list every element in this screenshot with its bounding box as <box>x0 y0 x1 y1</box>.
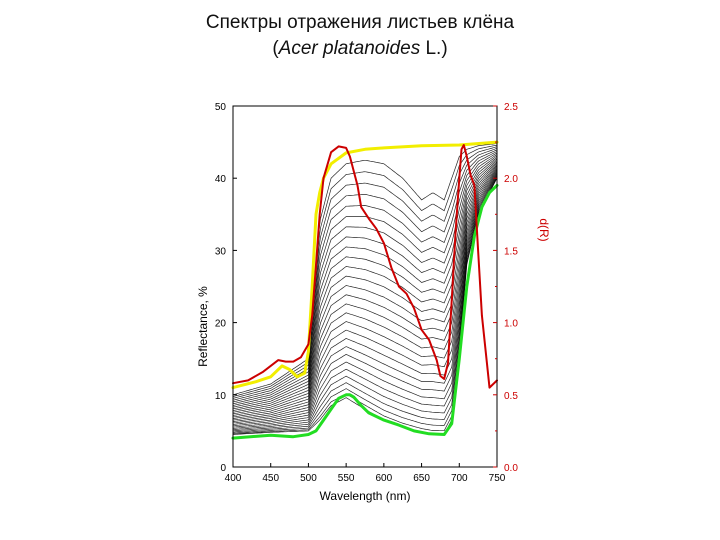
y-tick-label: 10 <box>215 391 227 402</box>
spectrum-line <box>232 165 498 421</box>
axis-labels: 400 450 500 550 600 650 700 750 0 10 20 30 40 50 0.0 0.… <box>196 102 551 503</box>
spectrum-line <box>232 173 498 431</box>
spectrum-line <box>232 172 498 429</box>
x-axis-title: Wavelength (nm) <box>320 489 411 503</box>
y-tick-label: 50 <box>215 102 227 113</box>
spectrum-line <box>232 166 498 422</box>
spectrum-line <box>232 174 498 432</box>
spectrum-line <box>232 144 498 397</box>
y-tick-label: 20 <box>215 319 227 330</box>
title-paren-open: ( <box>272 38 279 59</box>
y2-tick-label: 2.5 <box>504 102 518 113</box>
y-tick-label: 40 <box>215 174 227 185</box>
red-series-line <box>232 144 498 389</box>
spectrum-line <box>232 146 498 399</box>
spectrum-line <box>232 149 498 403</box>
x-tick-label: 650 <box>413 473 430 484</box>
highlighted-series <box>231 140 499 440</box>
x-tick-label: 700 <box>451 473 468 484</box>
title-author: L.) <box>420 38 448 59</box>
y2-tick-label: 0.0 <box>504 463 518 474</box>
spectrum-line <box>232 152 498 406</box>
chart-title-line-1: Спектры отражения листьев клёна <box>205 12 515 33</box>
y2-tick-label: 2.0 <box>504 174 518 185</box>
spectrum-line <box>232 167 498 424</box>
x-tick-label: 400 <box>225 473 242 484</box>
chart-title-line-2: (Acer platanoides L.) <box>0 36 720 62</box>
spectrum-line <box>232 161 498 416</box>
spectrum-line <box>232 175 498 433</box>
x-tick-label: 450 <box>262 473 279 484</box>
yellow-series-line <box>231 140 499 390</box>
spectrum-line <box>232 151 498 405</box>
spectrum-line <box>232 169 498 425</box>
chart-axes <box>232 105 498 468</box>
title-species-name: Acer platanoides <box>278 38 421 59</box>
y2-tick-label: 1.5 <box>504 246 518 257</box>
y2-tick-label: 1.0 <box>504 319 518 330</box>
spectrum-line <box>232 170 498 427</box>
green-series-line <box>231 183 499 440</box>
spectrum-line <box>232 147 498 401</box>
spectrum-line <box>232 154 498 408</box>
chart-title: Спектры отражения листьев клёна (Acer pl… <box>0 10 720 62</box>
y-axis-title: Reflectance, % <box>196 286 210 367</box>
y2-axis-title: d(R) <box>537 218 551 241</box>
spectrum-line <box>232 171 498 428</box>
x-tick-label: 750 <box>489 473 506 484</box>
x-tick-label: 500 <box>300 473 317 484</box>
spectrum-line <box>232 155 498 410</box>
x-tick-label: 550 <box>338 473 355 484</box>
y-tick-label: 0 <box>220 463 226 474</box>
x-tick-label: 600 <box>376 473 393 484</box>
spectrum-line <box>232 162 498 418</box>
spectrum-line <box>232 164 498 419</box>
spectra-family <box>232 143 498 435</box>
y2-tick-label: 0.5 <box>504 391 518 402</box>
spectrum-line <box>232 143 498 396</box>
y-tick-label: 30 <box>215 246 227 257</box>
